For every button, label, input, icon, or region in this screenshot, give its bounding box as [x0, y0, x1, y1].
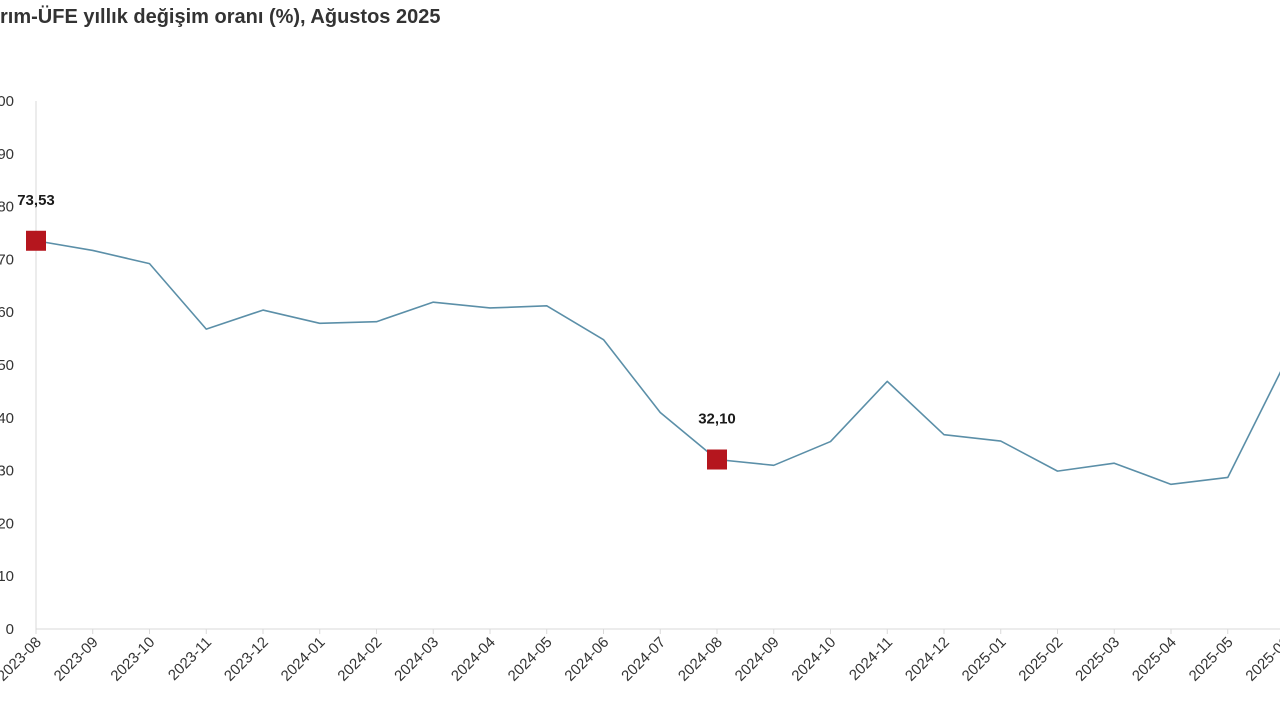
- series-layer: [35, 239, 1280, 486]
- x-tick-label: 2024-11: [846, 634, 896, 684]
- x-tick-label: 2024-05: [505, 634, 556, 685]
- x-tick-label: 2023-12: [221, 634, 272, 685]
- y-tick-label: 10: [0, 568, 14, 585]
- y-tick-label: 80: [0, 199, 14, 216]
- x-tick-label: 2024-06: [561, 634, 612, 685]
- data-point-marker: [26, 230, 46, 251]
- chart-title: rım-ÜFE yıllık değişim oranı (%), Ağusto…: [0, 6, 441, 28]
- y-tick-label: 60: [0, 304, 14, 321]
- x-tick-label: 2024-07: [618, 634, 669, 685]
- x-tick-label: 2024-03: [391, 634, 442, 685]
- x-tick-label: 2024-02: [334, 634, 385, 685]
- x-tick-label: 2025-06: [1242, 634, 1280, 685]
- y-tick-label: 70: [0, 251, 14, 268]
- x-tick-label: 2023-09: [51, 634, 102, 685]
- x-tick-label: 2025-05: [1186, 634, 1237, 685]
- series-line: [35, 239, 1280, 486]
- x-axis-labels: 2023-08 2023-09 2023-10 2023-11 2023-12 2024-…: [0, 634, 1280, 685]
- x-tick-label: 2024-01: [278, 634, 329, 685]
- y-tick-label: 40: [0, 410, 14, 427]
- axes: [35, 101, 1280, 634]
- x-tick-label: 2025-01: [959, 634, 1010, 685]
- x-tick-label: 2023-10: [107, 634, 158, 685]
- marker-layer: [26, 230, 727, 470]
- x-tick-label: 2024-08: [675, 634, 726, 685]
- x-tick-label: 2024-12: [902, 634, 953, 685]
- y-tick-label: 90: [0, 146, 14, 163]
- x-tick-label: 2025-03: [1072, 634, 1123, 685]
- x-tick-label: 2025-04: [1129, 634, 1180, 685]
- data-point-marker: [707, 449, 727, 470]
- y-tick-label: 100: [0, 93, 14, 110]
- y-axis-labels: 0 10 20 30 40 50 60 70 80 90 100: [0, 93, 14, 638]
- y-tick-label: 50: [0, 357, 14, 374]
- x-tick-label: 2023-08: [0, 634, 45, 685]
- x-tick-label: 2025-02: [1015, 634, 1066, 685]
- y-tick-label: 30: [0, 463, 14, 480]
- y-tick-label: 0: [6, 621, 14, 638]
- y-tick-label: 20: [0, 515, 14, 532]
- x-tick-label: 2024-09: [732, 634, 783, 685]
- x-tick-label: 2023-11: [165, 634, 215, 684]
- data-label: 32,10: [698, 411, 736, 428]
- data-label: 73,53: [17, 192, 55, 209]
- x-tick-label: 2024-10: [788, 634, 839, 685]
- x-tick-label: 2024-04: [448, 634, 499, 685]
